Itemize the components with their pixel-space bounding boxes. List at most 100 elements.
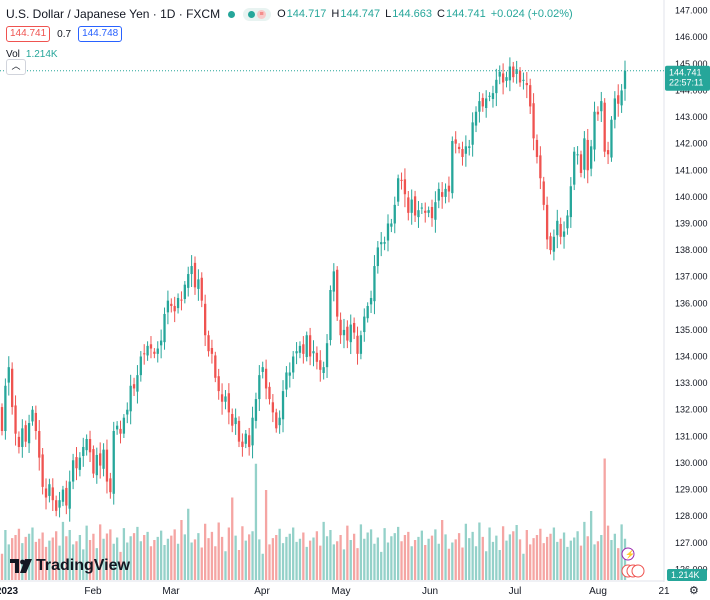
volume-bar (34, 541, 38, 580)
candle-body (261, 367, 264, 372)
candle-body (369, 297, 373, 305)
volume-bar (65, 536, 68, 580)
y-tick-label: 142.000 (675, 139, 708, 149)
buy-price-button[interactable]: 144.748 (78, 26, 123, 42)
symbol-title[interactable]: U.S. Dollar / Japanese Yen · 1D · FXCM (6, 7, 221, 21)
collapse-legend-button[interactable]: ︿ (6, 59, 26, 75)
volume-bar (254, 463, 258, 580)
candle-body (539, 155, 542, 179)
candle-body (410, 199, 413, 213)
volume-bar (200, 547, 203, 580)
volume-bar (126, 542, 129, 580)
volume-bar (451, 542, 454, 580)
candle-body (237, 420, 241, 442)
tradingview-wordmark: TradingView (36, 557, 130, 574)
volume-bar (549, 533, 552, 580)
flag-pair-icon[interactable]: ≡ (243, 7, 272, 21)
volume-bar (31, 527, 34, 580)
volume-bar (176, 543, 180, 580)
volume-bar (488, 527, 491, 580)
volume-bar (373, 543, 376, 580)
volume-bar (606, 525, 610, 580)
candle-body (319, 360, 322, 370)
volume-bar (441, 520, 444, 580)
volume-bar (99, 524, 102, 580)
candle-body (461, 148, 464, 157)
volume-bar (129, 536, 132, 580)
candle-body (210, 348, 214, 354)
candle-body (275, 412, 278, 429)
x-tick-label: Mar (162, 586, 180, 597)
volume-bar (596, 541, 600, 580)
candle-body (617, 95, 620, 104)
candle-body (430, 206, 434, 219)
candle-body (606, 150, 610, 155)
candle-body (589, 146, 593, 169)
candle-body (288, 372, 291, 376)
volume-bar (380, 551, 383, 580)
y-tick-label: 134.000 (675, 352, 708, 362)
candle-body (522, 79, 525, 81)
candle-body (231, 413, 234, 426)
volume-bar (193, 539, 197, 580)
volume-bar (478, 522, 481, 580)
price-axis-background (664, 0, 710, 600)
candle-body (308, 335, 312, 357)
candle-body (21, 428, 24, 447)
volume-bar (48, 540, 51, 580)
candle-body (380, 242, 383, 245)
y-tick-label: 138.000 (675, 245, 708, 255)
candle-body (176, 297, 180, 309)
volume-bar (58, 545, 61, 580)
candle-body (566, 215, 569, 229)
y-tick-label: 133.000 (675, 378, 708, 388)
candle-body (163, 313, 166, 343)
candle-body (346, 326, 349, 341)
spread-value: 0.7 (57, 28, 72, 40)
candle-body (271, 402, 275, 413)
volume-bar (336, 541, 339, 580)
volume-bar (583, 521, 586, 580)
candle-body (545, 204, 549, 240)
volume-bar (312, 537, 315, 580)
volume-bar (369, 529, 373, 580)
volume-bar (579, 545, 583, 580)
flag-us-icon (631, 564, 645, 578)
candle-body (180, 299, 183, 301)
volume-bar (532, 538, 535, 580)
volume-bar (620, 524, 623, 580)
y-tick-label: 140.000 (675, 192, 708, 202)
volume-bar (190, 542, 193, 580)
candle-body (352, 322, 356, 333)
volume-bar (539, 528, 542, 580)
candle-body (407, 197, 410, 213)
candle-body (441, 192, 444, 197)
candle-body (24, 425, 27, 442)
tradingview-watermark: TradingView (10, 557, 130, 575)
volume-bar (315, 531, 319, 580)
candle-body (342, 329, 346, 336)
y-tick-label: 131.000 (675, 431, 708, 441)
candle-body (119, 428, 122, 434)
volume-bar (556, 541, 559, 580)
y-tick-label: 127.000 (675, 538, 708, 548)
candle-body (451, 141, 454, 194)
candle-body (579, 154, 583, 173)
countdown-label: 22:57:11 (669, 78, 703, 88)
volume-label[interactable]: Vol (6, 48, 20, 60)
sell-price-button[interactable]: 144.741 (6, 26, 51, 42)
candle-body (586, 139, 589, 171)
lightning-icon (621, 547, 635, 561)
x-tick-label: 21 (658, 586, 670, 597)
volume-bar (454, 539, 457, 580)
candle-body (315, 352, 319, 362)
settings-icon[interactable]: ⚙ (689, 585, 699, 597)
low-label: L (385, 8, 392, 20)
candle-body (48, 484, 51, 496)
candle-body (332, 271, 335, 292)
candle-body (170, 303, 173, 306)
candle-body (329, 290, 332, 341)
volume-bar (292, 527, 295, 580)
volume-bar (413, 540, 417, 580)
